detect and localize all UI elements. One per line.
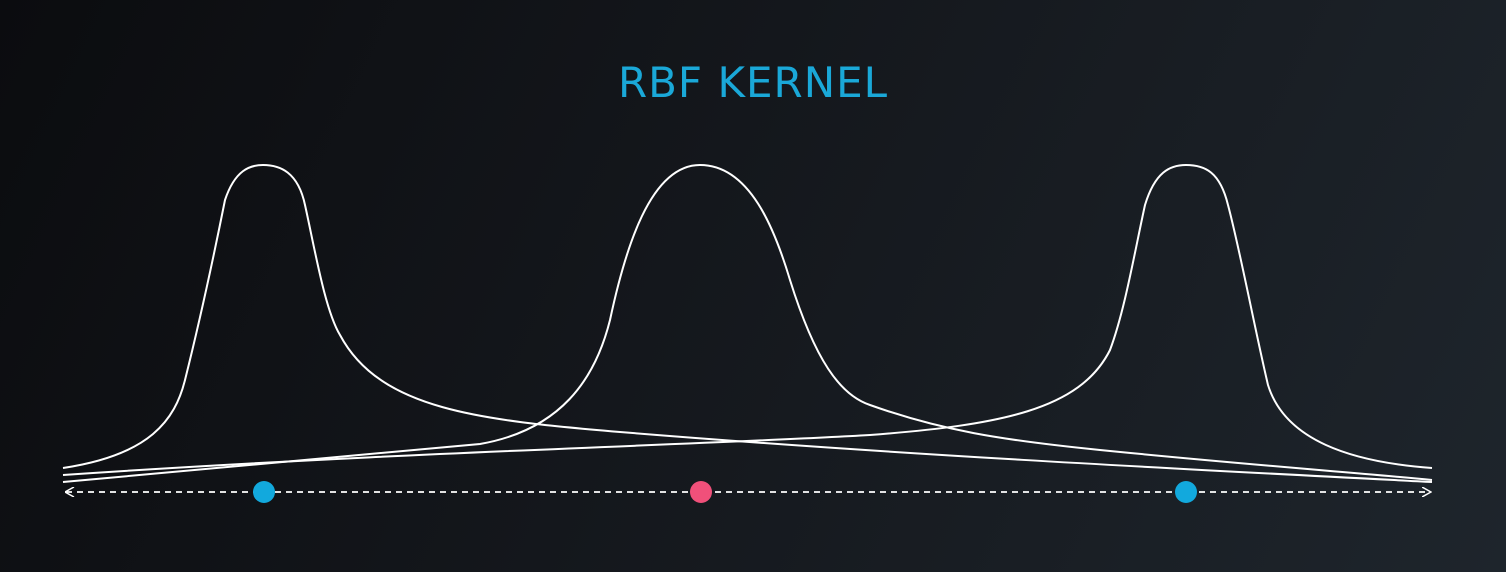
kernel-curve-center [62, 163, 1433, 483]
point-right-blue [1175, 481, 1197, 503]
point-left-blue [253, 481, 275, 503]
kernel-curve-left [62, 163, 1433, 483]
kernel-curve-right [62, 163, 1433, 476]
point-center-pink [690, 481, 712, 503]
slide-title: RBF KERNEL [617, 58, 889, 107]
